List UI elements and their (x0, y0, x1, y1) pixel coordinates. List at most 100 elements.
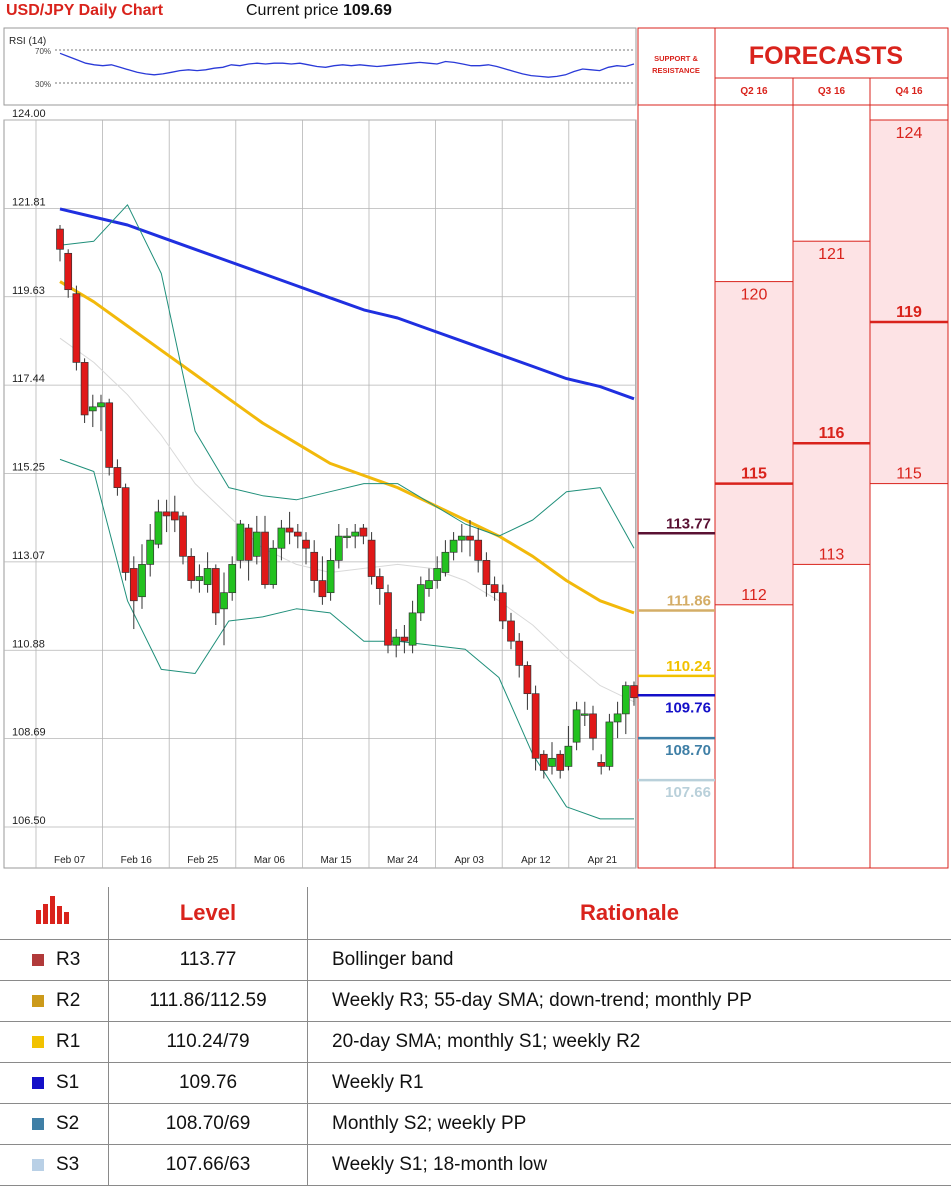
candle-body (105, 402, 114, 468)
table-row: S1 109.76 Weekly R1 (0, 1062, 951, 1104)
levels-table: Level Rationale R3 113.77 Bollinger band R2… (0, 887, 951, 1186)
candle-body (285, 527, 294, 533)
sr-level-value: 113.77 (666, 515, 711, 532)
table-row: R1 110.24/79 20-day SMA; monthly S1; weekl… (0, 1021, 951, 1063)
level-rationale: Weekly S1; 18-month low (307, 1144, 951, 1186)
candle-body (203, 568, 212, 585)
forecast-panel: SUPPORT & RESISTANCE FORECASTS Q2 16 120 1… (637, 27, 949, 869)
forecast-low: 112 (741, 587, 767, 604)
candle-body (56, 228, 64, 250)
level-value: 110.24/79 (108, 1021, 308, 1063)
rsi-panel: RSI (14) 70% 30% (3, 27, 637, 106)
forecast-col-label: Q2 16 (740, 86, 768, 97)
level-rationale: Bollinger band (307, 939, 951, 981)
candle-body (252, 531, 261, 557)
candle-body (269, 547, 278, 585)
level-value: 111.86/112.59 (108, 980, 308, 1022)
current-price: Current price 109.69 (246, 2, 392, 20)
candle-body (531, 693, 540, 759)
level-color-swatch (32, 1118, 44, 1130)
level-color-swatch (32, 1159, 44, 1171)
y-tick-label: 117.44 (12, 373, 45, 385)
candle-body (113, 467, 122, 488)
candle-body (334, 535, 343, 561)
x-tick-label: Feb 25 (187, 855, 219, 866)
forecast-high: 121 (818, 246, 845, 263)
candle-body (597, 762, 606, 767)
forecast-range (869, 119, 949, 485)
candle-body (384, 592, 392, 646)
x-tick-label: Apr 12 (521, 855, 551, 866)
candle-body (539, 753, 548, 771)
sr-level-value: 110.24 (666, 658, 712, 675)
series-line (59, 280, 635, 615)
rsi-level-30: 30% (35, 80, 51, 89)
row-name: S2 (0, 1103, 109, 1145)
forecast-mid: 119 (896, 304, 922, 321)
candle-body (187, 555, 196, 581)
sr-level-value: 108.70 (665, 742, 711, 759)
candle-body (236, 523, 245, 561)
level-name: S2 (56, 1113, 80, 1134)
candle-body (556, 753, 565, 771)
level-name: R3 (56, 949, 81, 970)
candle-body (80, 362, 89, 416)
series-line (59, 204, 635, 549)
candle-body (343, 535, 351, 538)
chart-title: USD/JPY Daily Chart (6, 2, 164, 19)
candle-body (474, 539, 483, 561)
candle-body (302, 539, 310, 549)
y-tick-label: 115.25 (12, 462, 45, 474)
candle-body (630, 685, 638, 699)
sr-label-2: RESISTANCE (652, 66, 700, 75)
y-tick-label: 108.69 (12, 727, 46, 739)
series-line (59, 207, 635, 401)
forecast-col-label: Q4 16 (895, 86, 923, 97)
level-header: Level (108, 887, 308, 940)
sr-level-value: 107.66 (665, 784, 711, 801)
candle-body (548, 757, 556, 767)
candle-body (146, 539, 155, 565)
table-row: R3 113.77 Bollinger band (0, 939, 951, 981)
candle-body (490, 584, 499, 594)
candle-body (425, 580, 433, 589)
rsi-label: RSI (14) (9, 36, 46, 47)
candle-body (589, 713, 597, 739)
candle-body (605, 721, 614, 767)
price-panel: 124.00 121.81 119.63 117.44 115.25 113.07 110.… (3, 108, 638, 869)
table-row: R2 111.86/112.59 Weekly R3; 55-day SMA; do… (0, 980, 951, 1022)
sr-level-value: 111.86 (667, 592, 711, 609)
candle-body (507, 620, 515, 642)
forecasts-title: FORECASTS (749, 42, 903, 70)
chart-canvas: RSI (14) 70% 30% 124.00 121.81 119.63 117.4… (3, 27, 949, 869)
sr-label-1: SUPPORT & (654, 54, 698, 63)
candle-body (482, 560, 491, 585)
y-tick-label: 113.07 (12, 550, 45, 562)
forecast-col-label: Q3 16 (818, 86, 846, 97)
x-tick-label: Apr 03 (454, 855, 484, 866)
series-line (59, 337, 635, 703)
candle-body (433, 568, 442, 581)
forecast-mid: 115 (741, 466, 767, 483)
level-color-swatch (32, 1036, 44, 1048)
candle-body (457, 535, 466, 541)
candle-body (261, 531, 269, 585)
row-name: R1 (0, 1021, 109, 1063)
candle-body (400, 636, 409, 642)
x-tick-label: Mar 15 (320, 855, 352, 866)
candle-body (129, 568, 138, 602)
forecast-range (714, 281, 794, 606)
candle-body (310, 551, 319, 581)
sr-level-value: 109.76 (665, 699, 711, 716)
table-row: S2 108.70/69 Monthly S2; weekly PP (0, 1103, 951, 1145)
forecast-low: 113 (819, 546, 845, 563)
level-rationale: Weekly R3; 55-day SMA; down-trend; month… (307, 980, 951, 1022)
candle-body (326, 560, 335, 594)
level-color-swatch (32, 995, 44, 1007)
candle-body (351, 531, 360, 537)
candle-body (498, 592, 507, 622)
level-name: S1 (56, 1072, 80, 1093)
series-line (59, 458, 634, 820)
candle-body (466, 535, 474, 541)
rationale-header: Rationale (307, 887, 951, 940)
